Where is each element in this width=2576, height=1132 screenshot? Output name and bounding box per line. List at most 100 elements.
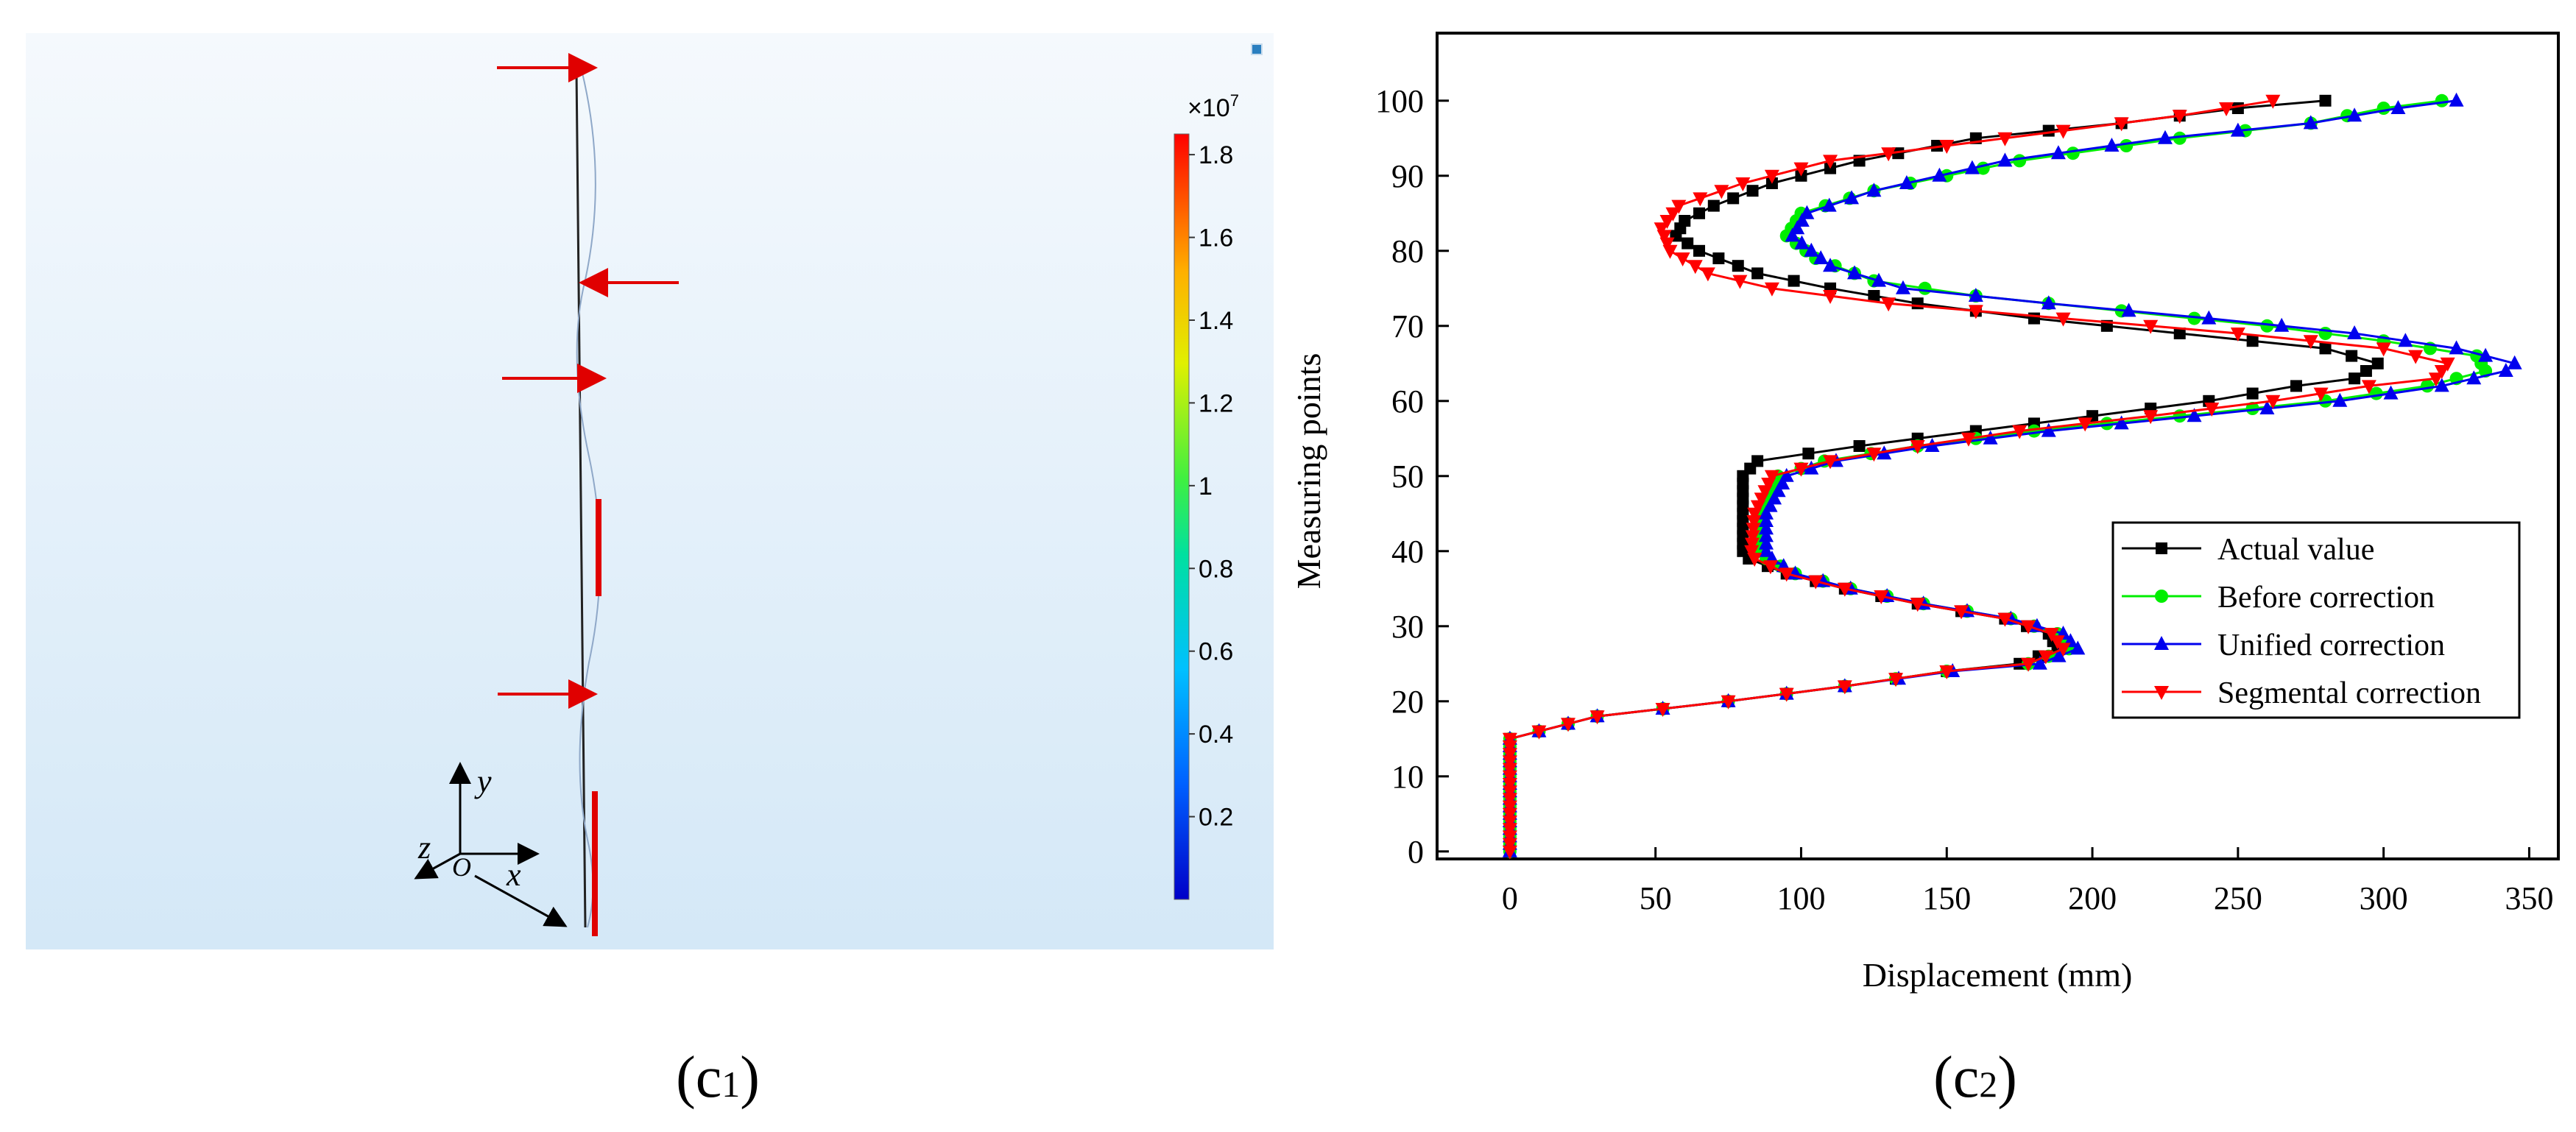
colorbar-tick-label: 1.6 [1199,224,1233,252]
data-point [1793,462,1809,477]
x-tick-label: 100 [1776,880,1825,916]
y-tick-label: 90 [1391,158,1424,194]
data-point [1931,140,1944,152]
legend-entry: Segmental correction [2122,676,2481,710]
data-point [1762,498,1778,512]
data-point [2230,328,2245,342]
data-point [1759,542,1774,557]
data-point [2114,117,2129,132]
legend-label: Unified correction [2217,629,2445,662]
caption-c2: (c2) [1933,1045,2017,1110]
data-point [1823,258,1838,272]
data-point [2173,131,2187,145]
data-point [1892,147,1905,160]
data-point [2055,124,2071,139]
data-point [2078,417,2093,432]
y-tick-label: 80 [1391,233,1424,269]
colorbar-multiplier: ×107 [1188,91,1239,122]
data-point [1502,748,1517,763]
data-point [1751,455,1764,467]
y-tick-label: 50 [1391,459,1424,495]
data-point [1502,816,1517,829]
data-point [1954,605,1969,620]
data-point [2478,347,2494,362]
data-point [2187,408,2202,422]
data-point [1997,132,2013,146]
data-point [1745,537,1760,552]
data-point [1502,732,1517,747]
data-point [2318,327,2332,340]
data-point [1721,695,1736,710]
data-point [2051,648,2067,662]
data-point [1804,460,1819,475]
data-point [2347,325,2362,339]
data-point [2383,385,2399,400]
model-background [26,33,1274,949]
legend-label: Segmental correction [2217,676,2481,710]
data-point [1531,725,1547,740]
data-point [1790,220,1805,235]
data-point [1779,567,1794,582]
data-point [2260,319,2274,333]
y-tick-label: 30 [1391,609,1424,645]
data-point [1764,470,1779,484]
colorbar-tick-label: 1.2 [1199,389,1233,417]
x-tick-label: 50 [1640,880,1672,916]
data-point [1675,252,1690,266]
data-point [2507,355,2522,369]
colorbar-gradient [1174,133,1190,900]
view-arrow [474,874,568,927]
data-point [1910,440,1925,454]
data-point [1745,530,1760,545]
data-point [1968,305,1983,319]
y-tick-label: 10 [1391,759,1424,795]
data-point [1693,244,1706,257]
legend-entry: Before correction [2122,581,2435,615]
x-axis-title: Displacement (mm) [1863,956,2133,994]
data-point [2032,655,2047,670]
data-point [2259,400,2275,414]
data-point [1762,560,1778,575]
data-point [1735,177,1751,191]
data-point [2157,130,2173,144]
data-point [2498,363,2513,377]
data-point [2120,139,2134,152]
data-point [2290,380,2302,392]
data-point [2361,380,2376,395]
data-point [2303,115,2318,130]
pile-line [575,69,587,928]
data-point [1939,665,1955,679]
data-point [2347,107,2362,122]
y-tick-label: 0 [1408,834,1424,870]
data-point [1759,528,1774,542]
data-point [2371,357,2384,369]
data-point [2319,342,2332,355]
data-point [1759,520,1774,535]
view-corner-icon[interactable] [1251,43,1263,55]
data-point [1732,260,1744,272]
data-point [1727,192,1740,205]
data-point [1502,845,1517,860]
data-point [2021,657,2036,672]
y-axis-label: y [474,763,492,799]
data-point [2187,311,2201,325]
data-point [1746,515,1762,529]
data-point [1788,275,1800,287]
data-point [1918,281,1932,295]
data-point [2303,335,2318,350]
data-point [1823,155,1838,169]
data-point [2449,92,2464,107]
data-point [1802,448,1815,460]
data-point [1888,673,1904,687]
y-tick-label: 40 [1391,534,1424,570]
data-point [1779,467,1794,482]
data-point [1837,582,1852,597]
data-point [2466,370,2482,385]
data-point [2265,395,2281,409]
data-point [2319,94,2332,107]
x-tick-label: 300 [2360,880,2408,916]
caption-c2-sub: 2 [1979,1064,1997,1105]
legend-entry: Actual value [2122,533,2374,567]
data-point [1779,687,1794,702]
